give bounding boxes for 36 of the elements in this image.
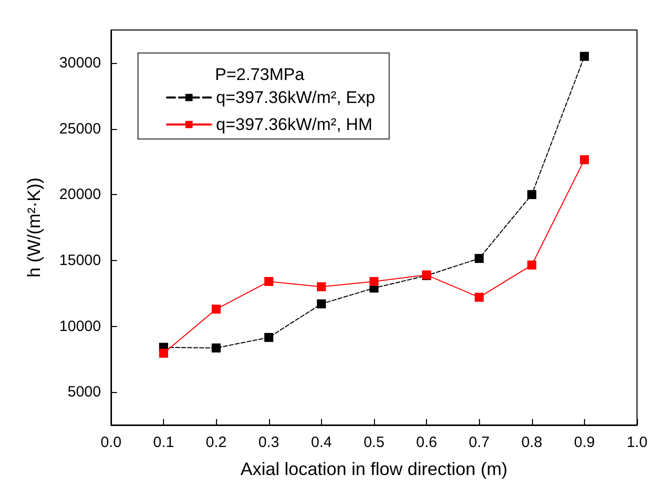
point [264, 332, 274, 342]
x-tick-label: 0.5 [364, 434, 384, 451]
point [580, 52, 589, 61]
point [159, 348, 168, 358]
x-tick-label: 0.1 [153, 434, 174, 451]
point [474, 254, 484, 263]
point [212, 343, 221, 352]
point [212, 304, 221, 314]
x-tick-label: 0.7 [468, 434, 490, 451]
point [580, 155, 589, 164]
legend-label: q=397.36kW/m², HM [216, 115, 372, 134]
point [264, 276, 274, 286]
x-tick-label: 0.8 [521, 434, 542, 451]
point [527, 190, 536, 200]
y-tick-label: 10000 [59, 318, 101, 335]
legend-title: P=2.73MPa [215, 65, 305, 84]
y-tick-label: 20000 [59, 186, 101, 204]
x-tick-label: 0.4 [310, 434, 332, 451]
y-tick-label: 5000 [68, 384, 101, 401]
x-axis-title: Axial location in flow direction (m) [240, 459, 508, 479]
y-tick-label: 25000 [59, 120, 101, 138]
x-tick-label: 0.6 [416, 434, 438, 451]
x-tick-label: 0.9 [574, 434, 595, 451]
point [316, 282, 326, 292]
y-tick-label: 15000 [59, 252, 101, 269]
x-tick-label: 0.0 [100, 434, 122, 451]
legend-label: q=397.36kW/m², Exp [216, 88, 376, 107]
point [527, 260, 536, 270]
y-axis-title: h (W/(m²·K)) [24, 178, 44, 278]
point [370, 276, 378, 286]
point [316, 299, 326, 308]
x-tick-label: 0.3 [258, 434, 280, 451]
y-tick-label: 30000 [59, 54, 101, 72]
x-tick-label: 1.0 [626, 434, 648, 451]
point [474, 292, 484, 302]
x-tick-label: 0.2 [206, 434, 227, 451]
